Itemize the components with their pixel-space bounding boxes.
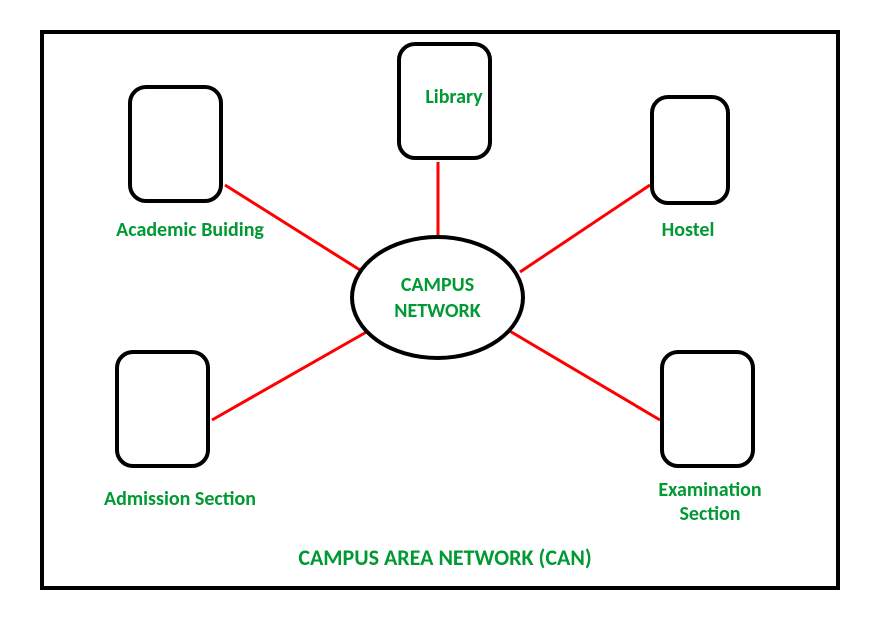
label-examination-line2: Section (679, 502, 740, 526)
label-examination: Examination Section (630, 478, 790, 526)
center-node: CAMPUS NETWORK (350, 235, 525, 360)
label-admission: Admission Section (80, 487, 280, 511)
node-admission (115, 350, 210, 468)
node-examination (660, 350, 755, 468)
edge-hostel (520, 185, 650, 272)
edge-admission (212, 330, 370, 420)
center-label: CAMPUS NETWORK (394, 272, 480, 324)
center-label-line1: CAMPUS (401, 273, 474, 297)
label-examination-line1: Examination (658, 478, 761, 502)
node-hostel (650, 95, 730, 205)
diagram-title: CAMPUS AREA NETWORK (CAN) (270, 545, 620, 571)
label-academic: Academic Buiding (90, 218, 290, 242)
center-label-line2: NETWORK (394, 299, 480, 323)
label-library: Library (414, 85, 494, 109)
node-academic (128, 85, 223, 203)
edge-examination (508, 330, 660, 420)
label-hostel: Hostel (648, 218, 728, 242)
